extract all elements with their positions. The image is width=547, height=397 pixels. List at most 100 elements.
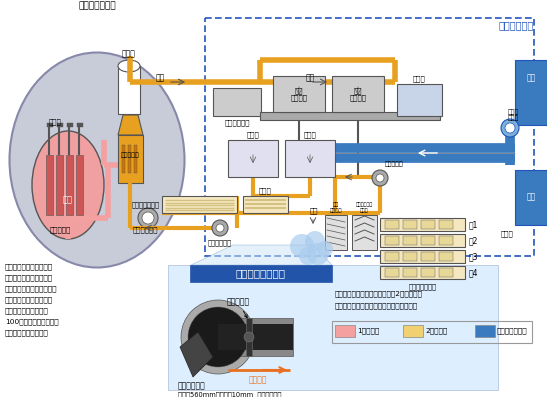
Bar — [56, 155, 63, 215]
Text: 周辺環境への放射能の影響はありません。: 周辺環境への放射能の影響はありません。 — [335, 302, 418, 308]
Bar — [218, 318, 293, 356]
Bar — [122, 145, 125, 173]
Ellipse shape — [32, 131, 104, 239]
Bar — [385, 252, 399, 261]
Bar — [385, 220, 399, 229]
Text: 蒸気発生機: 蒸気発生機 — [121, 152, 140, 158]
Text: 冷却材ポンプ: 冷却材ポンプ — [132, 227, 158, 233]
Bar — [421, 236, 435, 245]
Bar — [243, 196, 288, 213]
Text: 燃料: 燃料 — [63, 195, 73, 204]
Circle shape — [501, 119, 519, 137]
Bar — [515, 60, 547, 125]
Circle shape — [317, 241, 333, 257]
Ellipse shape — [9, 52, 184, 268]
Circle shape — [188, 307, 248, 367]
Text: 第3: 第3 — [469, 252, 479, 261]
Bar — [118, 135, 143, 183]
Circle shape — [505, 123, 515, 133]
Polygon shape — [118, 115, 143, 135]
Circle shape — [376, 174, 384, 182]
Text: 主要配管はステンレス製: 主要配管はステンレス製 — [5, 274, 53, 281]
Text: 2次冷却材: 2次冷却材 — [425, 328, 447, 334]
Bar — [515, 170, 547, 225]
Text: のを使用しています。: のを使用しています。 — [5, 329, 49, 335]
Text: 熱水: 熱水 — [310, 207, 318, 214]
Bar — [162, 196, 237, 213]
Text: で、事故のあったタービン: で、事故のあったタービン — [5, 285, 57, 292]
Text: 低圧
タービン: 低圧 タービン — [350, 87, 366, 101]
Bar — [57, 123, 63, 127]
Bar — [285, 140, 335, 177]
Bar — [439, 252, 453, 261]
Text: 原子炉容器: 原子炉容器 — [49, 227, 71, 233]
Bar — [397, 84, 442, 116]
Bar — [380, 250, 465, 263]
Bar — [439, 220, 453, 229]
Bar — [77, 123, 83, 127]
Text: 第1: 第1 — [469, 220, 479, 229]
Text: 海水: 海水 — [526, 73, 536, 83]
Bar — [385, 236, 399, 245]
Bar — [260, 112, 440, 120]
Text: 復水配管破損箇所: 復水配管破損箇所 — [236, 268, 286, 279]
Text: 海水: 海水 — [526, 193, 536, 202]
Circle shape — [372, 170, 388, 186]
Bar — [439, 236, 453, 245]
Text: 蒸気: 蒸気 — [155, 73, 165, 83]
Text: 高圧タービン: 高圧タービン — [224, 119, 250, 125]
Text: 循環水（海水）: 循環水（海水） — [497, 328, 528, 334]
Bar — [273, 76, 325, 112]
Text: 高圧給水加熱器: 高圧給水加熱器 — [132, 201, 160, 208]
Circle shape — [216, 224, 224, 232]
Text: 建屋の系統の配管に使わ: 建屋の系統の配管に使わ — [5, 296, 53, 303]
Text: 原子炉を冷却する系統の: 原子炉を冷却する系統の — [5, 263, 53, 270]
Bar — [325, 215, 347, 250]
Text: タービン建屋: タービン建屋 — [499, 20, 534, 30]
Bar — [228, 140, 278, 177]
Ellipse shape — [118, 60, 140, 72]
Text: 復水器: 復水器 — [247, 131, 259, 138]
Circle shape — [142, 212, 154, 224]
Bar — [380, 266, 465, 279]
Bar — [439, 268, 453, 277]
Text: 復水器: 復水器 — [304, 131, 316, 138]
Bar — [47, 123, 53, 127]
Bar — [403, 220, 417, 229]
Bar — [352, 215, 377, 250]
Polygon shape — [191, 245, 332, 265]
Bar — [67, 123, 73, 127]
Bar — [403, 252, 417, 261]
Bar — [403, 325, 423, 337]
Text: 第2: 第2 — [469, 236, 479, 245]
Text: 低圧給水加熱器: 低圧給水加熱器 — [409, 283, 437, 289]
Bar — [134, 145, 137, 173]
Circle shape — [299, 247, 317, 265]
Bar — [205, 18, 534, 256]
Bar — [46, 155, 53, 215]
Text: 【復水配管】: 【復水配管】 — [178, 381, 206, 390]
Circle shape — [244, 332, 254, 342]
Text: 低圧
タービン: 低圧 タービン — [290, 87, 307, 101]
Bar — [380, 234, 465, 247]
Bar — [403, 268, 417, 277]
Circle shape — [305, 231, 325, 251]
Bar — [218, 324, 293, 350]
Bar — [380, 218, 465, 231]
Text: 外径：560mm　肉厚：10mm  材質：炭素鋼: 外径：560mm 肉厚：10mm 材質：炭素鋼 — [178, 391, 281, 397]
Text: 蒸気: 蒸気 — [305, 73, 315, 83]
Text: 復水
脱塩装置: 復水 脱塩装置 — [330, 202, 342, 213]
Circle shape — [212, 220, 228, 236]
Circle shape — [307, 243, 329, 265]
Bar — [76, 155, 83, 215]
Text: 脱気器: 脱気器 — [259, 187, 272, 194]
Bar — [421, 220, 435, 229]
Text: 流れ方向: 流れ方向 — [249, 375, 267, 384]
Text: 第4: 第4 — [469, 268, 479, 277]
Bar — [246, 318, 252, 356]
Text: 制御棒: 制御棒 — [49, 119, 61, 125]
Text: 原子炉格納容器: 原子炉格納容器 — [78, 2, 116, 10]
Text: 循環水
ポンプ: 循環水 ポンプ — [508, 109, 519, 121]
Bar — [332, 321, 532, 343]
FancyBboxPatch shape — [190, 265, 332, 282]
